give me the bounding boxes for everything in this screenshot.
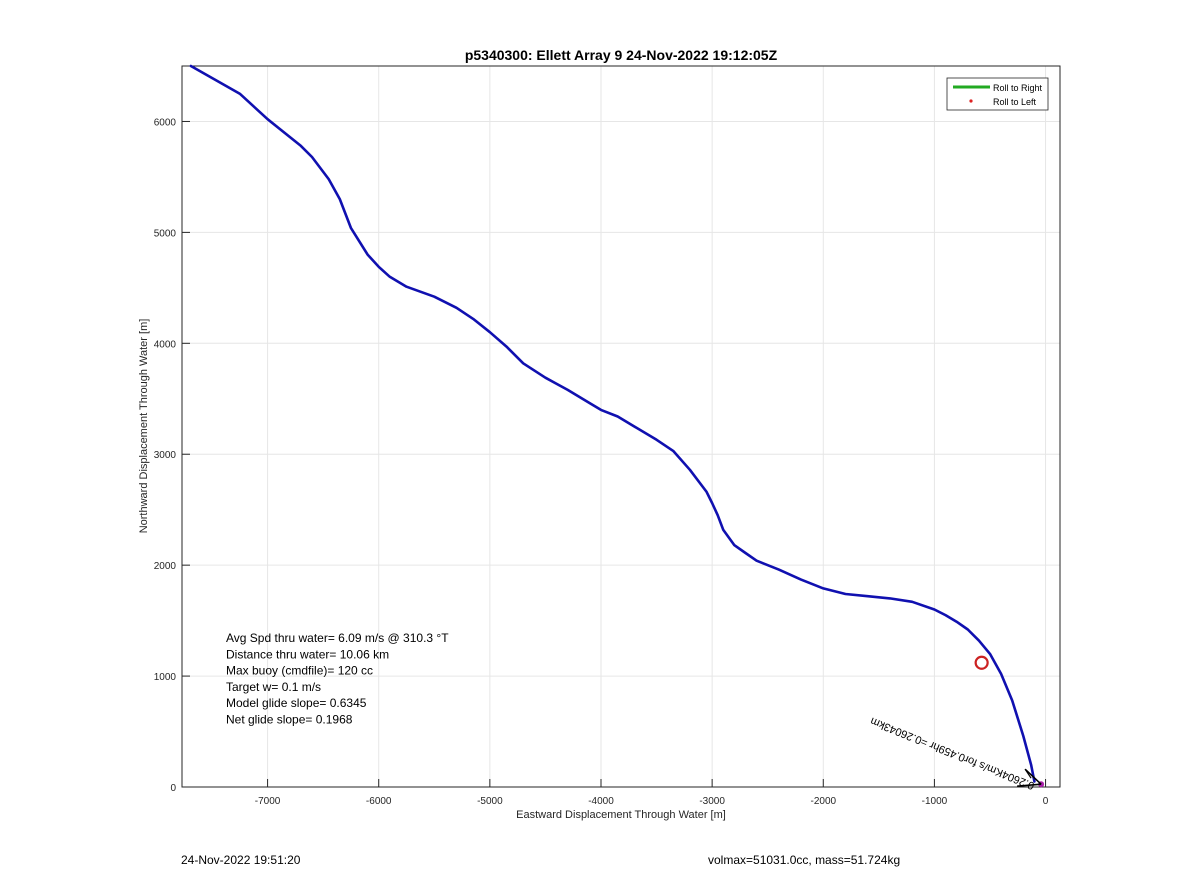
current-vector-arrow bbox=[1024, 768, 1032, 779]
y-tick-label: 3000 bbox=[154, 450, 177, 461]
stats-annotation-line: Max buoy (cmdfile)= 120 cc bbox=[226, 664, 373, 678]
chart-title: p5340300: Ellett Array 9 24-Nov-2022 19:… bbox=[465, 47, 778, 63]
footer-vol-mass: volmax=51031.0cc, mass=51.724kg bbox=[708, 853, 901, 867]
x-axis-label: Eastward Displacement Through Water [m] bbox=[516, 809, 726, 821]
stats-annotation-line: Avg Spd thru water= 6.09 m/s @ 310.3 °T bbox=[226, 631, 449, 645]
x-tick-label: 0 bbox=[1043, 796, 1049, 807]
track-line bbox=[189, 64, 1036, 783]
x-tick-label: -4000 bbox=[588, 796, 614, 807]
grid-lines bbox=[182, 66, 1060, 788]
legend-label-roll-left: Roll to Left bbox=[993, 97, 1037, 107]
stats-annotation-line: Distance thru water= 10.06 km bbox=[226, 647, 389, 661]
series-layer bbox=[189, 64, 1036, 783]
x-tick-label: -1000 bbox=[922, 796, 948, 807]
axes-box bbox=[181, 65, 1061, 788]
stats-annotation-line: Target w= 0.1 m/s bbox=[226, 680, 321, 694]
y-tick-label: 5000 bbox=[154, 228, 177, 239]
y-tick-label: 6000 bbox=[154, 117, 177, 128]
x-tick-label: -6000 bbox=[366, 796, 392, 807]
y-tick-label: 2000 bbox=[154, 561, 177, 572]
y-tick-label: 4000 bbox=[154, 339, 177, 350]
y-axis-label: Northward Displacement Through Water [m] bbox=[138, 319, 150, 534]
current-vector-arrow bbox=[1017, 783, 1042, 788]
x-tick-label: -3000 bbox=[699, 796, 725, 807]
axis-ticks: -7000 -6000 -5000 -4000 -3000 -2000 -1000 0 0 100… bbox=[154, 117, 1049, 807]
position-circle-marker bbox=[974, 655, 989, 670]
x-tick-label: -5000 bbox=[477, 796, 503, 807]
footer-timestamp: 24-Nov-2022 19:51:20 bbox=[181, 853, 301, 867]
legend-label-roll-right: Roll to Right bbox=[993, 83, 1043, 93]
stats-annotation-line: Net glide slope= 0.1968 bbox=[226, 713, 353, 727]
legend-dot-roll-left bbox=[969, 99, 973, 103]
y-tick-label: 1000 bbox=[154, 672, 177, 683]
legend-box bbox=[946, 77, 1049, 111]
y-tick-label: 0 bbox=[170, 783, 176, 794]
x-tick-label: -7000 bbox=[255, 796, 281, 807]
stats-annotation-line: Model glide slope= 0.6345 bbox=[226, 696, 367, 710]
legend: Roll to Right Roll to Left bbox=[946, 77, 1049, 111]
x-tick-label: -2000 bbox=[810, 796, 836, 807]
stats-annotations: Avg Spd thru water= 6.09 m/s @ 310.3 °T D… bbox=[226, 631, 449, 727]
current-vector-arrow bbox=[1024, 768, 1042, 785]
